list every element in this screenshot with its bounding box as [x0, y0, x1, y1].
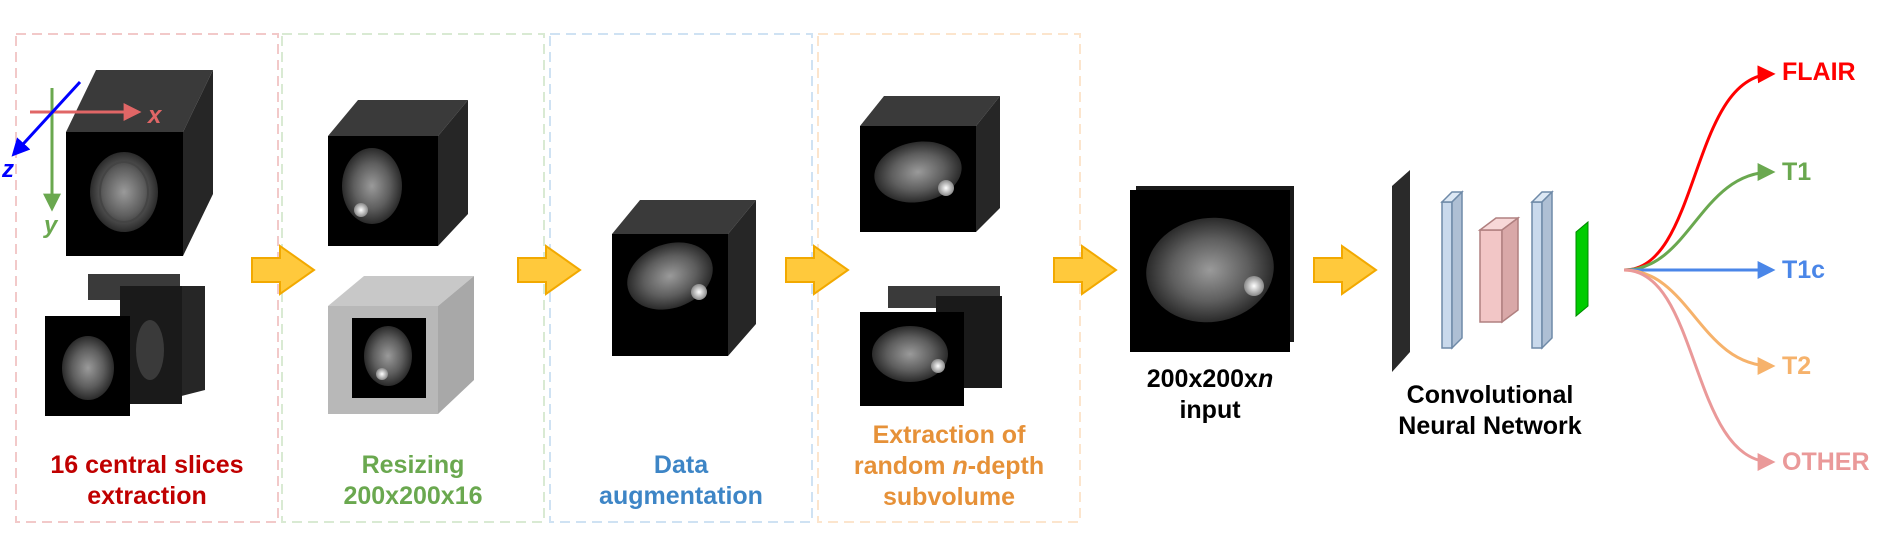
axis-y-label: y [44, 212, 58, 239]
stage-label-subvolume: Extraction of random n-depth subvolume [818, 420, 1080, 513]
stage-label-subvolume-line2-em: n [952, 452, 968, 480]
stage-label-subvolume-line3: subvolume [883, 483, 1015, 511]
stage-label-extraction-line1: 16 central slices [50, 451, 244, 479]
stage-label-resizing-line1: Resizing [361, 451, 465, 479]
cnn-dense-layer-2 [1530, 190, 1554, 350]
stage-label-subvolume-line2: random n-depth [818, 451, 1080, 482]
arrow-3 [785, 244, 850, 296]
axes-indicator [11, 80, 142, 212]
input-label: 200x200xn input [1110, 364, 1310, 426]
axis-z-label: z [2, 156, 14, 183]
input-volume [1130, 186, 1294, 352]
cnn-diagram [1392, 170, 1589, 372]
resized-volume [328, 100, 468, 246]
padded-volume [328, 276, 474, 414]
output-label-flair: FLAIR [1782, 58, 1856, 86]
output-label-other: OTHER [1782, 448, 1870, 476]
input-label-line1-pre: 200x200x [1146, 365, 1258, 393]
stage-label-resizing: Resizing 200x200x16 [282, 450, 544, 512]
arrow-4 [1053, 244, 1118, 296]
stage-label-subvolume-line2-post: -depth [967, 452, 1045, 480]
output-arrow-t2 [1623, 268, 1776, 375]
arrow-5 [1313, 244, 1378, 296]
cnn-dense-layer-1 [1440, 190, 1464, 350]
cnn-conv-layer [1392, 170, 1410, 372]
output-label-t1c: T1c [1782, 256, 1826, 284]
output-arrows [1623, 65, 1776, 471]
augmented-volume [612, 200, 756, 356]
cnn-pool-layer [1477, 216, 1521, 324]
input-label-line1-em: n [1257, 365, 1274, 393]
central-slices-stack [45, 274, 205, 416]
cnn-output-layer [1575, 220, 1589, 318]
network-label-line2: Neural Network [1398, 412, 1582, 440]
stage-label-augmentation: Data augmentation [550, 450, 812, 512]
output-label-t1: T1 [1782, 158, 1812, 186]
subvolume-top [860, 96, 1000, 232]
subvolume-bottom [860, 286, 1002, 406]
stage-label-resizing-line2: 200x200x16 [343, 482, 483, 510]
stage-label-augmentation-line2: augmentation [599, 482, 763, 510]
input-label-line1: 200x200xn [1110, 364, 1310, 395]
mri-volume-stack [66, 70, 213, 256]
input-label-line2: input [1179, 396, 1241, 424]
stage-label-extraction: 16 central slices extraction [16, 450, 278, 512]
stage-label-augmentation-line1: Data [653, 451, 709, 479]
network-label: Convolutional Neural Network [1370, 380, 1610, 442]
output-label-t2: T2 [1782, 352, 1812, 380]
arrow-2 [517, 244, 582, 296]
stage-label-subvolume-line2-pre: random [853, 452, 953, 480]
stage-label-subvolume-line1: Extraction of [872, 421, 1026, 449]
process-arrows [251, 244, 1378, 296]
arrow-1 [251, 244, 316, 296]
output-arrow-flair [1623, 65, 1776, 272]
output-arrow-other [1623, 268, 1776, 471]
stage-label-extraction-line2: extraction [87, 482, 207, 510]
network-label-line1: Convolutional [1406, 381, 1574, 409]
axis-x-label: x [148, 102, 162, 129]
output-arrow-t1 [1623, 163, 1776, 272]
